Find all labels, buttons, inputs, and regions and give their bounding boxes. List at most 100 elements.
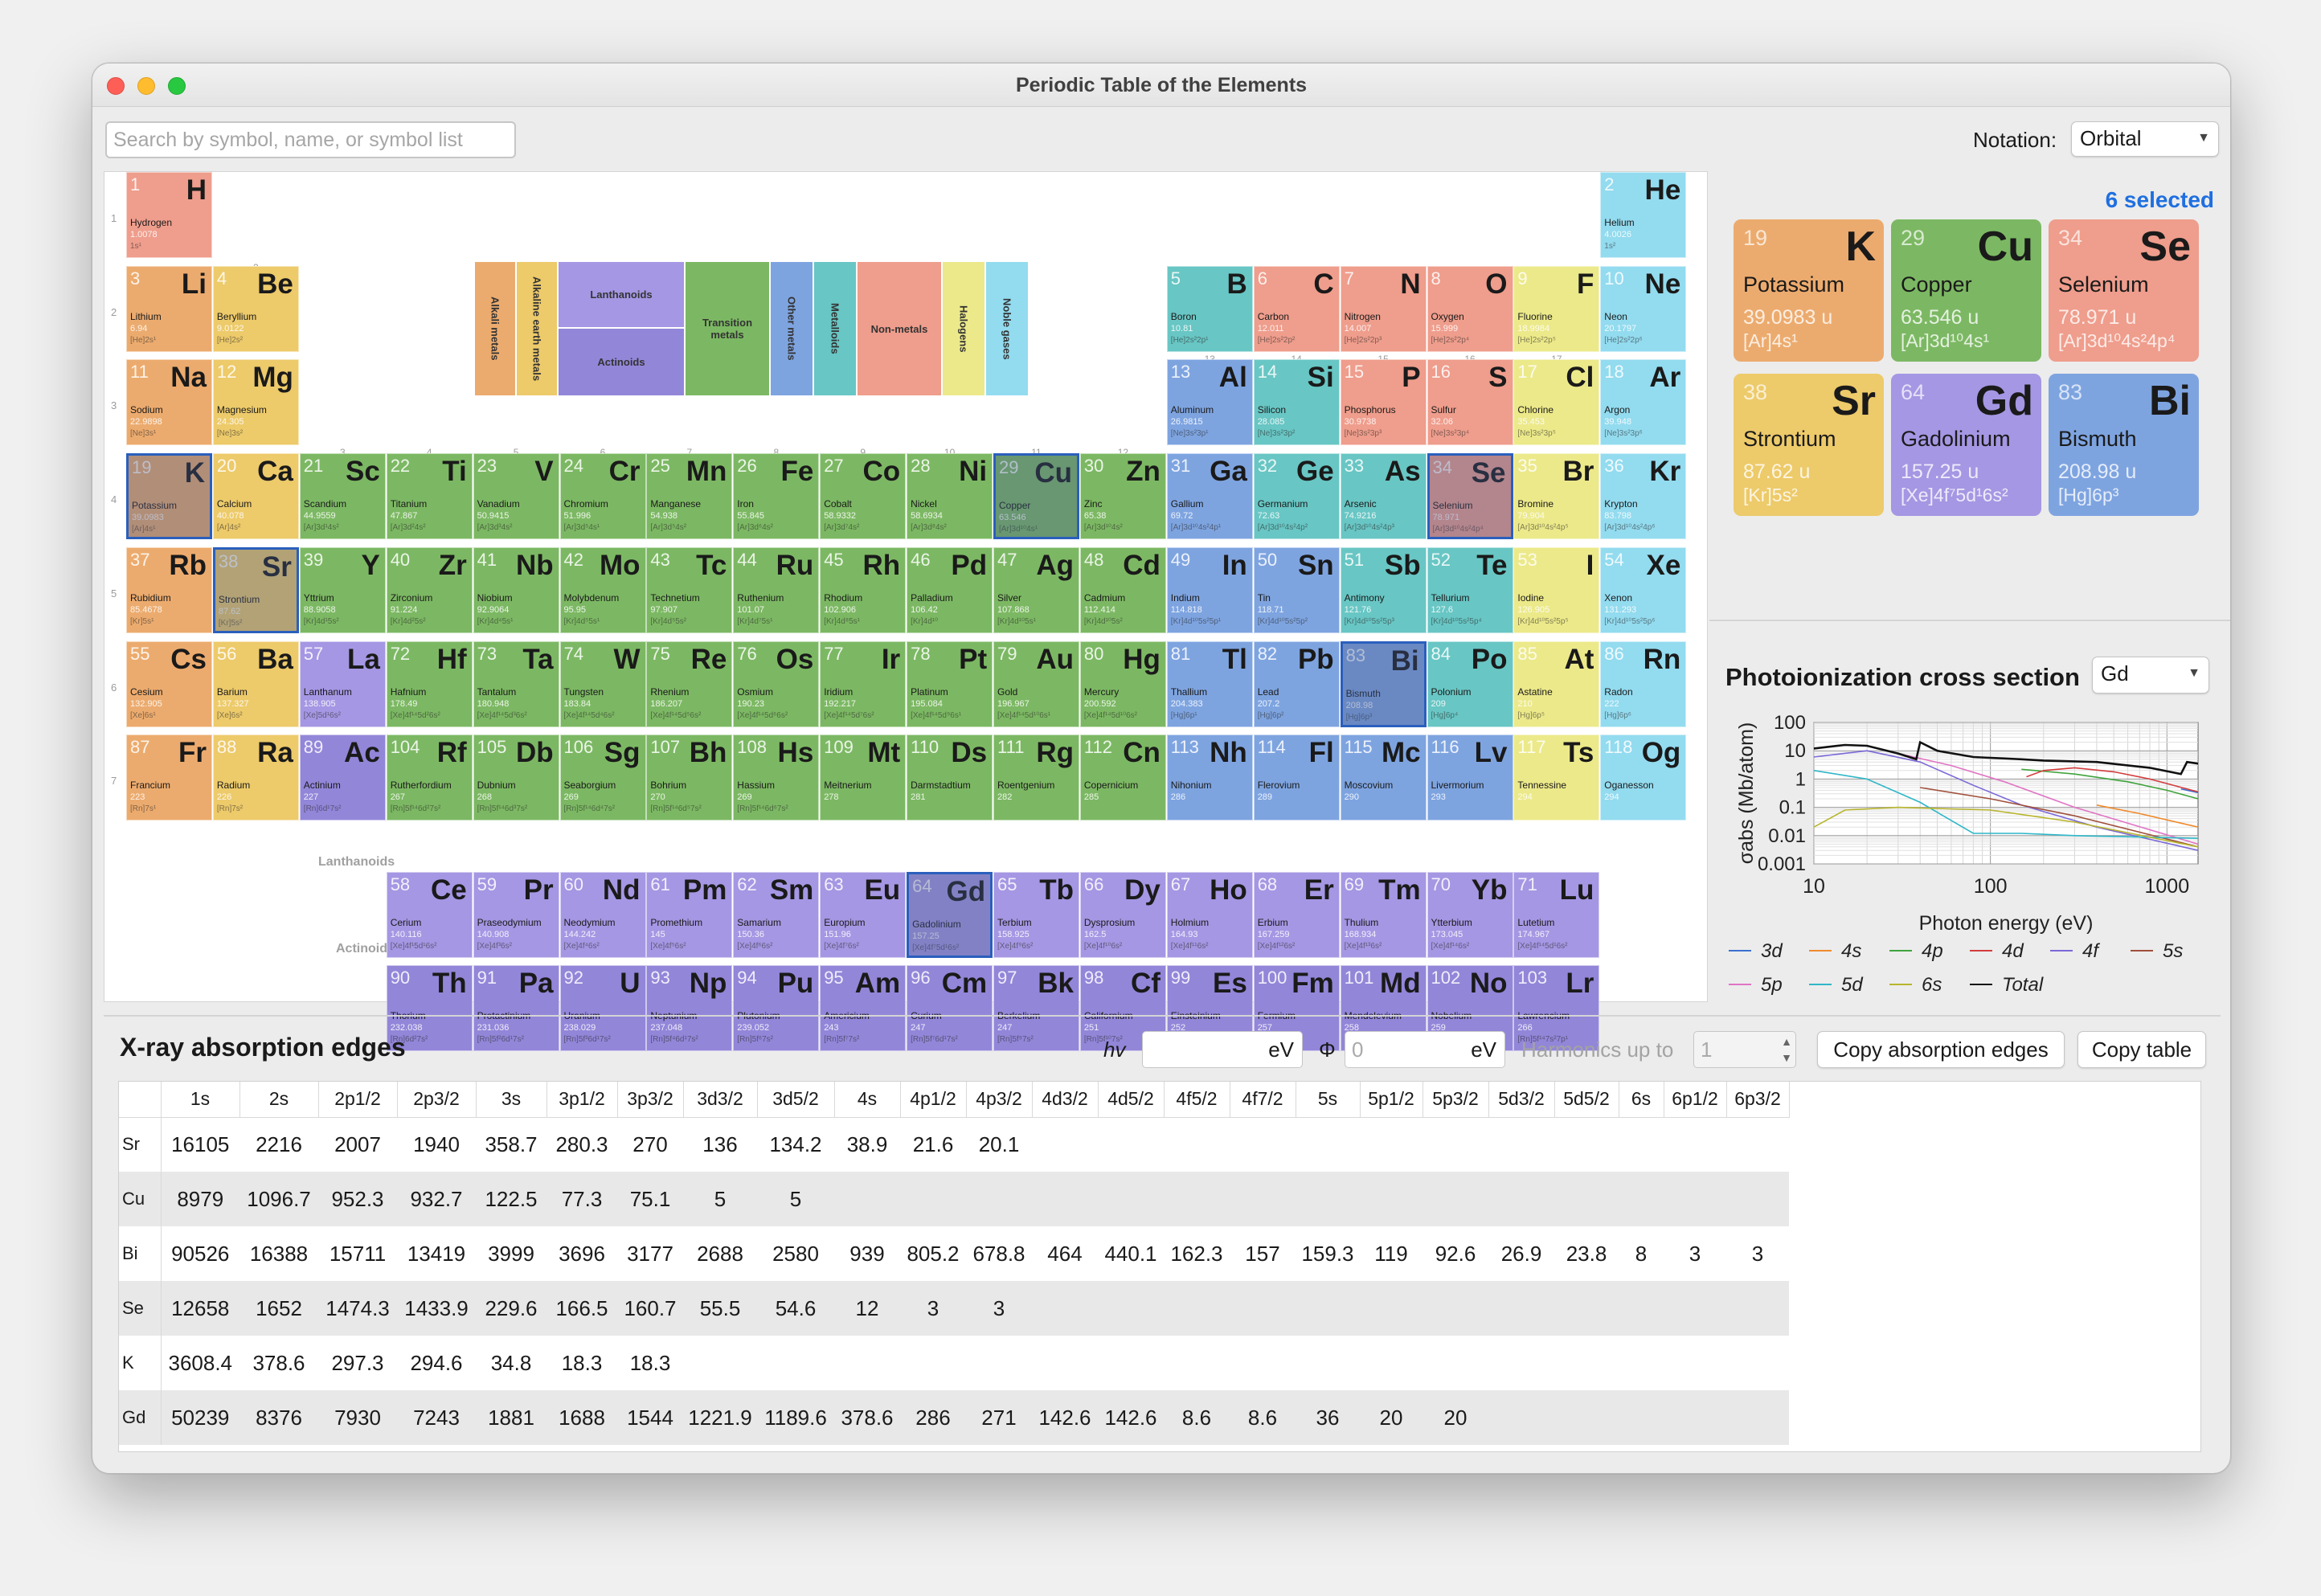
element-cell-sc[interactable]: 21 Sc Scandium 44.9559 [Ar]3d¹4s² bbox=[299, 453, 386, 540]
element-cell-cd[interactable]: 48 Cd Cadmium 112.414 [Kr]4d¹⁰5s² bbox=[1079, 546, 1166, 633]
element-cell-i[interactable]: 53 I Iodine 126.905 [Kr]4d¹⁰5s²5p⁵ bbox=[1513, 546, 1600, 633]
element-cell-os[interactable]: 76 Os Osmium 190.23 [Xe]4f¹⁴5d⁶6s² bbox=[733, 640, 820, 727]
legend-noble-gases[interactable]: Noble gases bbox=[986, 262, 1028, 395]
element-cell-v[interactable]: 23 V Vanadium 50.9415 [Ar]3d³4s² bbox=[473, 453, 559, 540]
column-header[interactable]: 3d3/2 bbox=[683, 1082, 758, 1118]
element-cell-bh[interactable]: 107 Bh Bohrium 270 [Rn]5f¹⁴6d⁵7s² bbox=[646, 735, 733, 821]
element-cell-n[interactable]: 7 N Nitrogen 14.007 [He]2s²2p³ bbox=[1340, 265, 1427, 352]
element-cell-rg[interactable]: 111 Rg Roentgenium 282 bbox=[993, 735, 1079, 821]
column-header[interactable]: 5d3/2 bbox=[1488, 1082, 1555, 1118]
column-header[interactable]: 3p1/2 bbox=[546, 1082, 618, 1118]
element-cell-re[interactable]: 75 Re Rhenium 186.207 [Xe]4f¹⁴5d⁵6s² bbox=[646, 640, 733, 727]
table-row[interactable]: Sr 16105 2216 2007 1940 358.7 280.3 270 136 134.2… bbox=[119, 1117, 1789, 1172]
element-cell-k[interactable]: 19 K Potassium 39.0983 [Ar]4s¹ bbox=[126, 453, 212, 540]
element-cell-tm[interactable]: 69 Tm Thulium 168.934 [Xe]4f¹³6s² bbox=[1340, 872, 1427, 958]
column-header[interactable]: 4d5/2 bbox=[1098, 1082, 1165, 1118]
element-cell-hg[interactable]: 80 Hg Mercury 200.592 [Xe]4f¹⁴5d¹⁰6s² bbox=[1079, 640, 1166, 727]
column-header[interactable]: 4s bbox=[834, 1082, 901, 1118]
table-row[interactable]: K 3608.4 378.6 297.3 294.6 34.8 18.3 18.3 bbox=[119, 1336, 1789, 1390]
element-cell-u[interactable]: 92UUranium238.029[Rn]5f³6d¹7s² bbox=[559, 965, 646, 1051]
element-cell-as[interactable]: 33 As Arsenic 74.9216 [Ar]3d¹⁰4s²4p³ bbox=[1340, 453, 1427, 540]
legend-other-metals[interactable]: Other metals bbox=[771, 262, 813, 395]
element-cell-s[interactable]: 16 S Sulfur 32.06 [Ne]3s²3p⁴ bbox=[1427, 359, 1513, 446]
column-header[interactable]: 4f7/2 bbox=[1230, 1082, 1296, 1118]
element-cell-ar[interactable]: 18 Ar Argon 39.948 [Ne]3s²3p⁶ bbox=[1600, 359, 1687, 446]
stepper-arrows-icon[interactable]: ▲ ▼ bbox=[1781, 1035, 1792, 1064]
legend-non-metals[interactable]: Non-metals bbox=[858, 262, 941, 395]
element-cell-rn[interactable]: 86 Rn Radon 222 [Hg]6p⁶ bbox=[1600, 640, 1687, 727]
column-header[interactable]: 3p3/2 bbox=[617, 1082, 684, 1118]
column-header[interactable]: 5d5/2 bbox=[1554, 1082, 1619, 1118]
element-cell-h[interactable]: 1 H Hydrogen 1.0078 1s¹ bbox=[126, 172, 212, 258]
column-header[interactable]: 5s bbox=[1296, 1082, 1361, 1118]
element-cell-lu[interactable]: 71 Lu Lutetium 174.967 [Xe]4f¹⁴5d¹6s² bbox=[1513, 872, 1600, 958]
element-cell-b[interactable]: 5 B Boron 10.81 [He]2s²2p¹ bbox=[1166, 265, 1253, 352]
element-cell-ta[interactable]: 73 Ta Tantalum 180.948 [Xe]4f¹⁴5d³6s² bbox=[473, 640, 559, 727]
hv-input[interactable]: eV bbox=[1142, 1031, 1303, 1068]
selected-card-sr[interactable]: 38 Sr Strontium 87.62 u [Kr]5s² bbox=[1734, 374, 1884, 516]
element-cell-db[interactable]: 105 Db Dubnium 268 [Rn]5f¹⁴6d³7s² bbox=[473, 735, 559, 821]
element-cell-mt[interactable]: 109 Mt Meitnerium 278 bbox=[820, 735, 907, 821]
element-cell-ne[interactable]: 10 Ne Neon 20.1797 [He]2s²2p⁶ bbox=[1600, 265, 1687, 352]
photoionization-element-select[interactable]: Gd ▼ bbox=[2092, 657, 2209, 694]
element-cell-er[interactable]: 68 Er Erbium 167.259 [Xe]4f¹²6s² bbox=[1253, 872, 1340, 958]
zoom-window-button[interactable] bbox=[168, 77, 186, 95]
copy-table-button[interactable]: Copy table bbox=[2077, 1031, 2206, 1068]
element-cell-zr[interactable]: 40 Zr Zirconium 91.224 [Kr]4d²5s² bbox=[386, 546, 473, 633]
close-window-button[interactable] bbox=[107, 77, 125, 95]
element-cell-o[interactable]: 8 O Oxygen 15.999 [He]2s²2p⁴ bbox=[1427, 265, 1513, 352]
phi-input[interactable]: 0 eV bbox=[1345, 1031, 1505, 1068]
element-cell-bi[interactable]: 83 Bi Bismuth 208.98 [Hg]6p³ bbox=[1340, 640, 1427, 727]
edges-table-container[interactable]: 1s 2s 2p1/2 2p3/2 3s 3p1/2 3p3/2 3d3/2 3d5/2 4s 4p… bbox=[118, 1081, 2201, 1452]
element-cell-br[interactable]: 35 Br Bromine 79.904 [Ar]3d¹⁰4s²4p⁵ bbox=[1513, 453, 1600, 540]
element-cell-ac[interactable]: 89 Ac Actinium 227 [Rn]6d¹7s² bbox=[299, 735, 386, 821]
table-row[interactable]: Gd 50239 8376 7930 7243 1881 1688 1544 1221.9 118… bbox=[119, 1390, 1789, 1445]
element-cell-sb[interactable]: 51 Sb Antimony 121.76 [Kr]4d¹⁰5s²5p³ bbox=[1340, 546, 1427, 633]
element-cell-yb[interactable]: 70 Yb Ytterbium 173.045 [Xe]4f¹⁴6s² bbox=[1427, 872, 1513, 958]
element-cell-nd[interactable]: 60 Nd Neodymium 144.242 [Xe]4f⁴6s² bbox=[559, 872, 646, 958]
element-cell-se[interactable]: 34 Se Selenium 78.971 [Ar]3d¹⁰4s²4p⁴ bbox=[1427, 453, 1513, 540]
column-header[interactable]: 6p3/2 bbox=[1726, 1082, 1790, 1118]
column-header[interactable]: 4p3/2 bbox=[966, 1082, 1033, 1118]
column-header[interactable]: 6s bbox=[1619, 1082, 1664, 1118]
column-header[interactable]: 4d3/2 bbox=[1032, 1082, 1099, 1118]
element-cell-sr[interactable]: 38 Sr Strontium 87.62 [Kr]5s² bbox=[212, 546, 299, 633]
element-cell-pb[interactable]: 82 Pb Lead 207.2 [Hg]6p² bbox=[1253, 640, 1340, 727]
column-header[interactable]: 2p1/2 bbox=[318, 1082, 398, 1118]
element-cell-ti[interactable]: 22 Ti Titanium 47.867 [Ar]3d²4s² bbox=[386, 453, 473, 540]
element-cell-ca[interactable]: 20 Ca Calcium 40.078 [Ar]4s² bbox=[212, 453, 299, 540]
element-cell-rf[interactable]: 104 Rf Rutherfordium 267 [Rn]5f¹⁴6d²7s² bbox=[386, 735, 473, 821]
element-cell-mc[interactable]: 115 Mc Moscovium 290 bbox=[1340, 735, 1427, 821]
element-cell-bk[interactable]: 97BkBerkelium247[Rn]5f⁹7s² bbox=[993, 965, 1079, 1051]
harmonics-stepper[interactable]: 1 ▲ ▼ bbox=[1693, 1031, 1796, 1068]
element-cell-sm[interactable]: 62 Sm Samarium 150.36 [Xe]4f⁶6s² bbox=[733, 872, 820, 958]
element-cell-ni[interactable]: 28 Ni Nickel 58.6934 [Ar]3d⁸4s² bbox=[907, 453, 993, 540]
element-cell-si[interactable]: 14 Si Silicon 28.085 [Ne]3s²3p² bbox=[1253, 359, 1340, 446]
element-cell-fr[interactable]: 87 Fr Francium 223 [Rn]7s¹ bbox=[126, 735, 212, 821]
element-cell-po[interactable]: 84 Po Polonium 209 [Hg]6p⁴ bbox=[1427, 640, 1513, 727]
element-cell-ge[interactable]: 32 Ge Germanium 72.63 [Ar]3d¹⁰4s²4p² bbox=[1253, 453, 1340, 540]
element-cell-ts[interactable]: 117 Ts Tennessine 294 bbox=[1513, 735, 1600, 821]
notation-select[interactable]: Orbital ▼ bbox=[2071, 121, 2219, 157]
element-cell-mo[interactable]: 42 Mo Molybdenum 95.95 [Kr]4d⁵5s¹ bbox=[559, 546, 646, 633]
selected-card-se[interactable]: 34 Se Selenium 78.971 u [Ar]3d¹⁰4s²4p⁴ bbox=[2049, 219, 2199, 362]
element-cell-pd[interactable]: 46 Pd Palladium 106.42 [Kr]4d¹⁰ bbox=[907, 546, 993, 633]
element-cell-tc[interactable]: 43 Tc Technetium 97.907 [Kr]4d⁵5s² bbox=[646, 546, 733, 633]
element-cell-th[interactable]: 90ThThorium232.038[Rn]6d²7s² bbox=[386, 965, 473, 1051]
element-cell-cr[interactable]: 24 Cr Chromium 51.996 [Ar]3d⁵4s¹ bbox=[559, 453, 646, 540]
legend-metalloids[interactable]: Metalloids bbox=[814, 262, 856, 395]
table-row[interactable]: Bi 90526 16388 15711 13419 3999 3696 3177 2688 25… bbox=[119, 1226, 1789, 1281]
element-cell-na[interactable]: 11 Na Sodium 22.9898 [Ne]3s¹ bbox=[126, 359, 212, 446]
selected-card-k[interactable]: 19 K Potassium 39.0983 u [Ar]4s¹ bbox=[1734, 219, 1884, 362]
element-cell-tl[interactable]: 81 Tl Thallium 204.383 [Hg]6p¹ bbox=[1166, 640, 1253, 727]
element-cell-ra[interactable]: 88 Ra Radium 226 [Rn]7s² bbox=[212, 735, 299, 821]
element-cell-f[interactable]: 9 F Fluorine 18.9984 [He]2s²2p⁵ bbox=[1513, 265, 1600, 352]
legend-alkaline-earth-metals[interactable]: Alkaline earth metals bbox=[517, 262, 557, 395]
column-header[interactable]: 4f5/2 bbox=[1164, 1082, 1230, 1118]
element-cell-dy[interactable]: 66 Dy Dysprosium 162.5 [Xe]4f¹⁰6s² bbox=[1079, 872, 1166, 958]
column-header[interactable]: 2p3/2 bbox=[397, 1082, 477, 1118]
element-cell-ba[interactable]: 56 Ba Barium 137.327 [Xe]6s² bbox=[212, 640, 299, 727]
element-cell-pr[interactable]: 59 Pr Praseodymium 140.908 [Xe]4f³6s² bbox=[473, 872, 559, 958]
column-header[interactable]: 6p1/2 bbox=[1664, 1082, 1727, 1118]
element-cell-fe[interactable]: 26 Fe Iron 55.845 [Ar]3d⁶4s² bbox=[733, 453, 820, 540]
